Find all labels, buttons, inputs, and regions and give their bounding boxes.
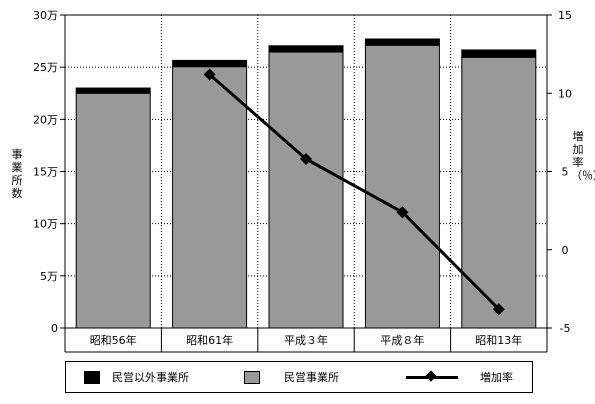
category-label-4: 昭和13年 — [475, 333, 522, 347]
bar-private-1 — [172, 66, 248, 329]
category-label-0: 昭和56年 — [90, 333, 137, 347]
right-tick-label-1: 0 — [562, 244, 569, 257]
legend: 民営以外事業所 民営事業所 増加率 — [65, 361, 533, 393]
left-axis-label: 事業所数 — [11, 148, 23, 200]
bar-other-4 — [461, 49, 537, 58]
bar-private-0 — [75, 92, 151, 329]
rate-point-3 — [396, 206, 409, 219]
left-tick-label-6: 30万 — [33, 9, 58, 22]
left-tick-label-1: 5万 — [40, 270, 58, 283]
rate-point-4 — [492, 303, 505, 316]
legend-label-rate: 増加率 — [480, 371, 513, 384]
bar-other-1 — [172, 59, 248, 68]
legend-swatch-private — [244, 370, 260, 384]
category-label-3: 平成８年 — [380, 333, 424, 347]
bar-other-2 — [268, 45, 344, 53]
rate-point-1 — [203, 68, 216, 81]
legend-item-other: 民営以外事業所 — [84, 362, 189, 392]
category-label-2: 平成３年 — [284, 333, 328, 347]
right-axis-label: 増加率（％） — [571, 130, 595, 182]
legend-item-rate: 増加率 — [406, 362, 513, 392]
left-tick-label-3: 15万 — [33, 166, 58, 179]
left-tick-label-4: 20万 — [33, 113, 58, 126]
left-tick-label-0: 0 — [51, 322, 58, 335]
right-tick-label-2: 5 — [562, 166, 569, 179]
rate-point-2 — [300, 152, 312, 165]
right-tick-label-4: 15 — [558, 9, 572, 22]
right-tick-label-3: 10 — [558, 87, 572, 100]
legend-item-private: 民営事業所 — [244, 362, 339, 392]
right-tick-label-0: -5 — [560, 322, 571, 335]
legend-label-private: 民営事業所 — [284, 371, 339, 384]
chart: 0 5万 10万 15万 20万 25万 30万 -5 0 5 10 15 昭和56年 昭和61年 平成３年… — [33, 9, 572, 353]
legend-label-other: 民営以外事業所 — [112, 371, 189, 384]
bar-private-2 — [268, 51, 344, 329]
rate-line — [208, 73, 500, 311]
bar-other-3 — [364, 38, 440, 46]
bar-private-3 — [364, 44, 440, 329]
bar-other-0 — [75, 87, 151, 94]
left-tick-label-2: 10万 — [33, 218, 58, 231]
bar-private-4 — [461, 56, 537, 329]
legend-swatch-other — [84, 370, 100, 384]
legend-line-rate — [406, 371, 458, 384]
category-label-1: 昭和61年 — [186, 333, 233, 347]
left-tick-label-5: 25万 — [33, 61, 58, 74]
